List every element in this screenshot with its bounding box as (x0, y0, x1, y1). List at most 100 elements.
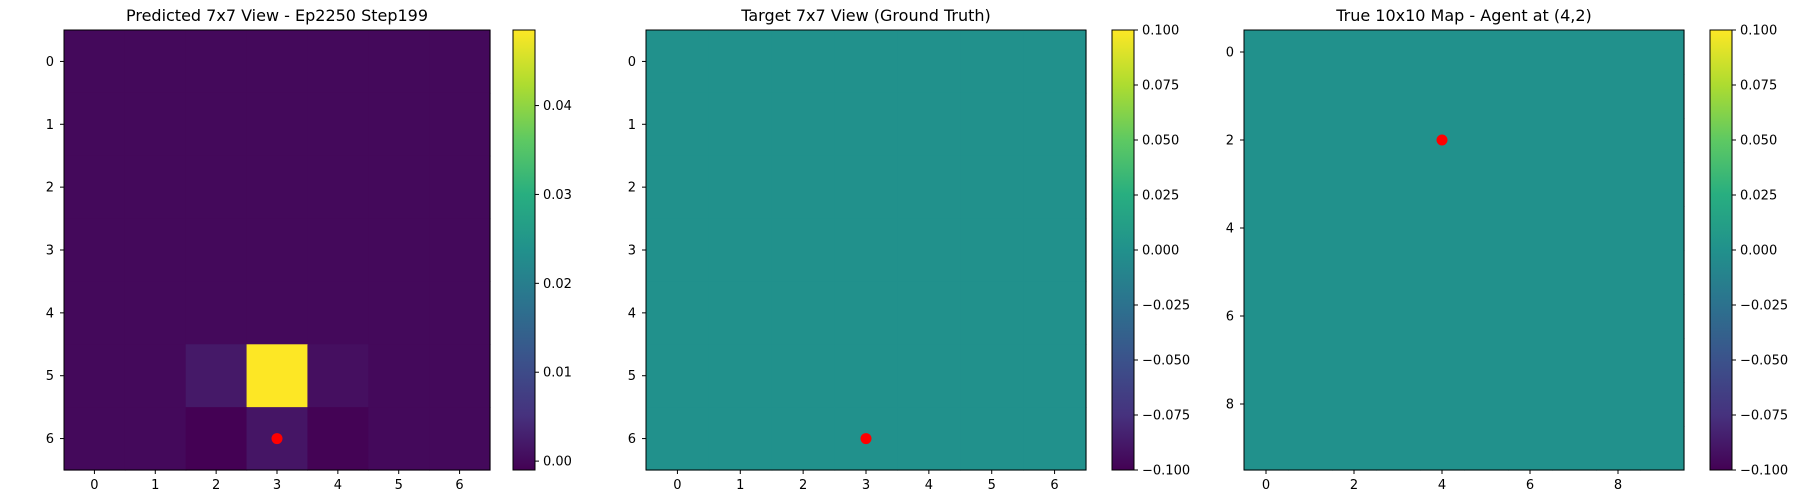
x-tick-label: 5 (395, 478, 403, 493)
colorbar-tick-label: −0.100 (1142, 464, 1190, 479)
heatmap-cell (1376, 74, 1421, 119)
heatmap-cell (1596, 250, 1641, 295)
panel-target: Target 7x7 View (Ground Truth) 0 1 2 3 4 5 6 0 1… (628, 6, 1087, 493)
heatmap-cell (1552, 206, 1597, 251)
heatmap-cell (1596, 118, 1641, 163)
x-tick-label: 6 (455, 478, 463, 493)
heatmap-cell (897, 92, 961, 157)
heatmap-cell (1464, 426, 1509, 471)
heatmap-cell (64, 407, 126, 471)
heatmap-cell (185, 92, 248, 157)
y-tick-label: 6 (46, 432, 54, 447)
plot-frame (1243, 29, 1685, 471)
heatmap-cell (429, 344, 491, 408)
colorbar-true-map: 0.100 0.075 0.050 0.025 0.000 −0.025 −0.050 −0.… (1709, 24, 1788, 479)
heatmap-cell (1288, 206, 1333, 251)
colorbar-tick-label: 0.075 (1740, 79, 1777, 94)
heatmap-cell (1552, 382, 1597, 427)
heatmap-cell (1508, 162, 1553, 207)
heatmap-cell (1508, 294, 1553, 339)
x-tick-label: 2 (212, 478, 220, 493)
heatmap-cell (834, 281, 899, 345)
agent-marker (860, 433, 872, 445)
heatmap-cell (368, 218, 430, 283)
colorbar-tick-label: −0.100 (1740, 464, 1788, 479)
y-tick-label: 6 (1226, 310, 1234, 325)
heatmap-cell (834, 30, 899, 94)
heatmap-cell (646, 92, 710, 157)
colorbar-frame (512, 29, 536, 471)
agent-marker (1436, 134, 1448, 146)
heatmap-cell (1288, 250, 1333, 295)
heatmap-cell (1640, 382, 1685, 427)
heatmap-cell (1288, 338, 1333, 383)
x-tick-label: 8 (1614, 478, 1622, 493)
heatmap-cell (1420, 294, 1465, 339)
heatmap-cell (246, 344, 309, 408)
colorbar-tick-label: 0.04 (543, 99, 572, 114)
heatmap-cell (897, 218, 961, 283)
colorbar-tick-label: 0.000 (1142, 244, 1179, 259)
agent-marker (271, 433, 283, 445)
heatmap-cell (1640, 74, 1685, 119)
heatmap-cell (64, 344, 126, 408)
heatmap-cell (1420, 338, 1465, 383)
colorbar-ticks: 0.100 0.075 0.050 0.025 0.000 −0.025 −0.050 −0.… (1134, 24, 1190, 479)
heatmap-cell (897, 30, 961, 94)
heatmap-cell (64, 218, 126, 283)
heatmap-cell (368, 344, 430, 408)
x-tick-label: 0 (90, 478, 98, 493)
heatmap-cell (124, 92, 187, 157)
heatmap-cell (307, 407, 369, 471)
heatmap-cell (771, 30, 836, 94)
heatmap-cell (1332, 250, 1377, 295)
x-tick-label: 4 (1438, 478, 1446, 493)
heatmap-cell (1640, 118, 1685, 163)
colorbar-tick-label: 0.100 (1740, 24, 1777, 39)
colorbar-gradient (1710, 30, 1732, 470)
colorbar-tick-label: 0.100 (1142, 24, 1179, 39)
heatmap-cell (1552, 118, 1597, 163)
heatmap-cell (246, 155, 309, 220)
heatmap-cell (1596, 30, 1641, 75)
heatmap-cell (1420, 382, 1465, 427)
heatmap-cell (1332, 206, 1377, 251)
heatmap-cell (646, 344, 710, 408)
colorbar-tick-label: −0.075 (1740, 409, 1788, 424)
heatmap-cell (646, 281, 710, 345)
heatmap-cell (1244, 206, 1289, 251)
heatmap-cell (1420, 30, 1465, 75)
heatmap-cell (960, 155, 1024, 220)
heatmap-cell (307, 30, 369, 94)
heatmap-cell (1288, 30, 1333, 75)
heatmap-cell (246, 281, 309, 345)
heatmap-cell (429, 407, 491, 471)
heatmap-cell (1508, 118, 1553, 163)
heatmap-cell (708, 281, 773, 345)
heatmap-cell (834, 218, 899, 283)
heatmap-cell (368, 155, 430, 220)
heatmap-cell (1023, 218, 1087, 283)
heatmap-cell (1376, 294, 1421, 339)
heatmap-cell (897, 344, 961, 408)
x-tick-label: 4 (334, 478, 342, 493)
panel-predicted: Predicted 7x7 View - Ep2250 Step199 0 1 2 3… (46, 6, 491, 493)
axis-ticks: 0 2 4 6 8 0 2 4 6 8 (1226, 46, 1622, 494)
x-tick-label: 0 (673, 478, 681, 493)
heatmap-cell (771, 218, 836, 283)
colorbar-tick-label: 0.025 (1142, 189, 1179, 204)
heatmap-cell (1332, 30, 1377, 75)
x-tick-label: 6 (1526, 478, 1534, 493)
heatmap-cell (429, 30, 491, 94)
heatmap-cell (1376, 426, 1421, 471)
heatmap-cell (307, 218, 369, 283)
heatmap-cell (1508, 30, 1553, 75)
y-tick-label: 0 (1226, 46, 1234, 61)
y-tick-label: 0 (46, 55, 54, 70)
heatmap-cell (1420, 206, 1465, 251)
heatmap-cell (1420, 426, 1465, 471)
heatmap-cell (185, 218, 248, 283)
heatmap-cell (307, 155, 369, 220)
heatmap-cell (708, 92, 773, 157)
heatmap-cell (1023, 281, 1087, 345)
